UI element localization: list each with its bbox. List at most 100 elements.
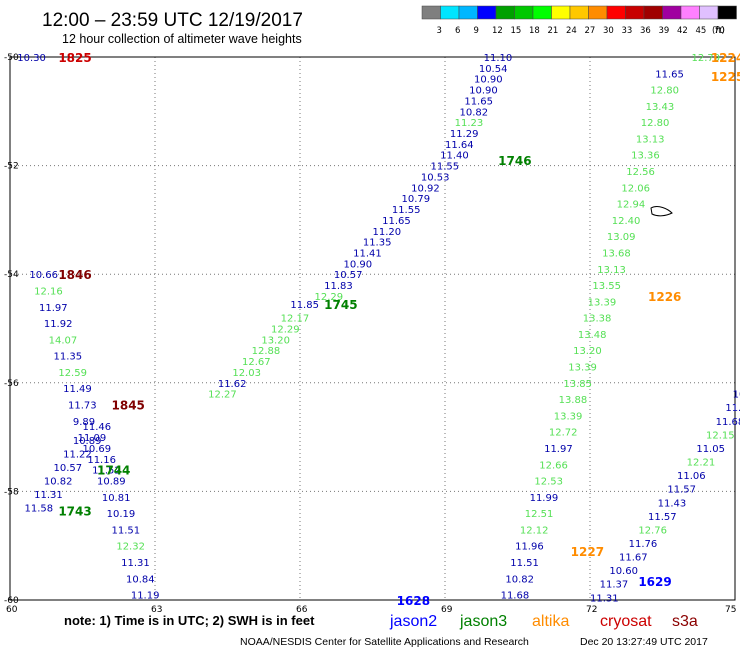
wave-height-value: 11.43 — [658, 498, 687, 509]
colorbar-label: 3 — [437, 26, 442, 36]
colorbar-label: 39 — [659, 26, 670, 36]
wave-height-value: 11.65 — [655, 69, 684, 80]
pass-time-label: 1224 — [711, 51, 740, 65]
wave-height-value: 12.21 — [687, 458, 716, 469]
wave-height-value: 12.17 — [281, 314, 310, 325]
wave-height-value: 11.68 — [716, 417, 740, 428]
wave-height-value: 11.58 — [25, 504, 54, 515]
wave-height-value: 13.43 — [646, 102, 675, 113]
wave-height-value: 13.20 — [261, 335, 290, 346]
colorbar-label: 6 — [455, 26, 460, 36]
wave-height-value: 11.19 — [131, 591, 160, 602]
wave-height-value: 13.38 — [583, 314, 612, 325]
wave-height-value: 12.76 — [638, 525, 667, 536]
wave-height-value: 13.88 — [559, 395, 588, 406]
wave-height-value: 10.82 — [505, 574, 534, 585]
wave-height-value: 12.59 — [58, 368, 87, 379]
wave-height-value: 11.31 — [590, 593, 619, 604]
wave-height-value: 12.88 — [252, 346, 281, 357]
wave-height-value: 11.97 — [39, 303, 68, 314]
colorbar-label: 21 — [548, 26, 559, 36]
colorbar-unit: (ft) — [712, 26, 725, 36]
colorbar-swatch — [421, 5, 441, 20]
wave-height-value: 13.13 — [636, 134, 665, 145]
wave-height-value: 10.57 — [334, 270, 363, 281]
pass-time-label: 1225 — [711, 70, 740, 84]
wave-height-value: 10.89 — [97, 477, 126, 488]
wave-height-value: 10.81 — [102, 493, 131, 504]
colorbar-label: 9 — [474, 26, 479, 36]
wave-height-value: 11.97 — [544, 444, 573, 455]
pass-time-label: 1743 — [58, 504, 91, 518]
colorbar-label: 33 — [622, 26, 633, 36]
wave-height-value: 10.79 — [402, 194, 431, 205]
wave-height-value: 12.29 — [315, 292, 344, 303]
wave-height-value: 11.22 — [63, 449, 92, 460]
colorbar-swatch — [551, 5, 571, 20]
wave-height-value: 12.79 — [692, 53, 721, 64]
x-tick-label: 69 — [441, 605, 453, 615]
map-subtitle: 12 hour collection of altimeter wave hei… — [62, 32, 302, 46]
wave-height-value: 10.92 — [411, 183, 440, 194]
colorbar-swatch — [458, 5, 478, 20]
wave-height-value: 11.20 — [373, 227, 402, 238]
y-tick-label: -60 — [4, 596, 19, 606]
wave-height-value: 11.16 — [87, 455, 116, 466]
wave-height-value: 11.31 — [34, 490, 63, 501]
colorbar-swatch — [662, 5, 682, 20]
wave-height-value: 13.09 — [607, 232, 636, 243]
wave-height-value: 13.48 — [578, 330, 607, 341]
wave-height-value: 9.89 — [73, 417, 95, 428]
wave-height-value: 11.96 — [515, 542, 544, 553]
wave-height-value: 11.55 — [431, 162, 460, 173]
wave-height-value: 12.40 — [612, 216, 641, 227]
colorbar-label: 18 — [529, 26, 540, 36]
wave-height-labels: 10.30 12.79 11.65 12.80 13.43 12.80 13.13 13.36… — [17, 53, 740, 604]
wave-height-value: 12.32 — [116, 542, 145, 553]
legend-entry-s3a: s3a — [672, 613, 698, 630]
wave-height-value: 12.72 — [549, 428, 578, 439]
y-tick-label: -56 — [4, 379, 19, 389]
island-outline-icon — [650, 206, 673, 217]
x-tick-label: 66 — [296, 605, 308, 615]
wave-height-value: 11.35 — [363, 238, 392, 249]
legend-entry-jason2: jason2 — [389, 613, 437, 630]
colorbar-swatch — [606, 5, 626, 20]
legend-entry-cryosat: cryosat — [600, 613, 652, 630]
wave-height-value: 13.39 — [554, 411, 583, 422]
wave-height-value: 11.46 — [83, 422, 112, 433]
wave-height-value: 10.30 — [17, 53, 46, 64]
wave-height-value: 12.66 — [539, 460, 568, 471]
wave-height-value: 13.68 — [602, 248, 631, 259]
wave-height-value: 12.06 — [621, 183, 650, 194]
pass-time-label: 1227 — [571, 545, 604, 559]
wave-height-value: 11.65 — [464, 96, 493, 107]
legend-entry-jason3: jason3 — [459, 613, 507, 630]
wave-height-value: 11.35 — [54, 352, 83, 363]
x-tick-label: 72 — [586, 605, 597, 615]
pass-time-label: 1846 — [58, 268, 91, 282]
colorbar-label: 27 — [585, 26, 596, 36]
colorbar-swatch — [477, 5, 497, 20]
axis-ticks: 60 63 66 69 72 75 -50 -52 -54 -56 -58 -60 — [4, 53, 736, 615]
wave-height-value: 10.60 — [609, 566, 638, 577]
wave-height-value: 13.20 — [573, 346, 602, 357]
wave-height-value: 11.31 — [121, 558, 150, 569]
wave-height-value: 11.05 — [696, 444, 725, 455]
colorbar-label: 42 — [677, 26, 688, 36]
colorbar-swatch — [699, 5, 719, 20]
footer-timestamp: Dec 20 13:27:49 UTC 2017 — [580, 636, 708, 648]
wave-height-value: 11.92 — [44, 319, 73, 330]
wave-height-value: 11.64 — [445, 140, 474, 151]
colorbar-swatch — [569, 5, 589, 20]
pass-time-label: 1744 — [97, 464, 130, 478]
wave-height-value: 11.06 — [677, 471, 706, 482]
pass-time-label: 1745 — [324, 298, 357, 312]
wave-height-value: 11.49 — [63, 384, 92, 395]
wave-height-value: 10.90 — [474, 75, 503, 86]
wave-height-value: 11.09 — [78, 433, 107, 444]
wave-height-value: 10.84 — [126, 574, 155, 585]
colorbar-swatch — [643, 5, 663, 20]
wave-height-value: 10 — [733, 390, 740, 401]
colorbar-label: 30 — [603, 26, 614, 36]
